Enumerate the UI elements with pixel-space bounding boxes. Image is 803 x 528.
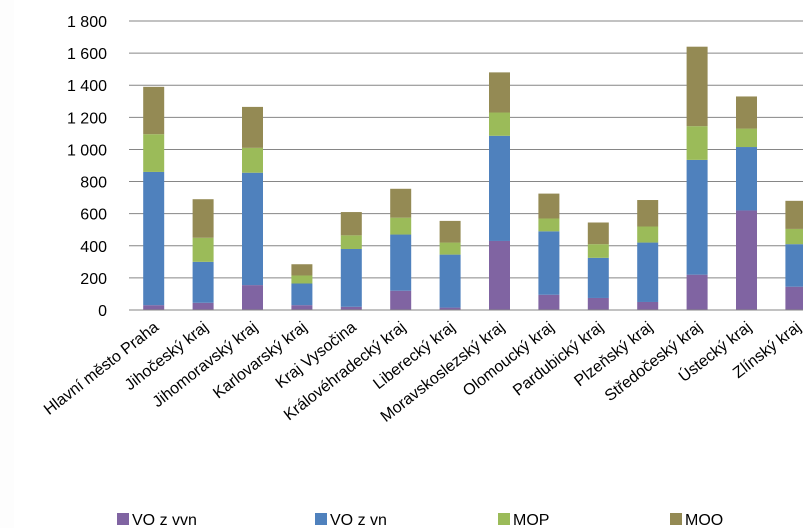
- bar-segment: [242, 172, 263, 286]
- bar-segment: [686, 126, 708, 160]
- legend-item: MOP: [498, 512, 549, 528]
- y-tick-label: 800: [80, 175, 107, 192]
- bar-segment: [340, 212, 362, 236]
- bar-segment: [439, 254, 461, 308]
- bar-segment: [686, 159, 708, 275]
- bar-segment: [291, 283, 313, 306]
- legend-item: MOO: [670, 512, 723, 528]
- y-tick-label: 600: [80, 207, 107, 224]
- y-tick-label: 400: [80, 239, 107, 256]
- legend-swatch: [670, 513, 682, 525]
- bar-segment: [538, 231, 560, 295]
- y-tick-label: 1 000: [67, 142, 107, 159]
- bar-segment: [637, 226, 659, 243]
- legend-label: VO z vvn: [132, 512, 197, 528]
- bar-segment: [736, 147, 757, 211]
- bar-segment: [736, 96, 757, 129]
- legend-swatch: [117, 513, 129, 525]
- bar-segment: [587, 297, 609, 310]
- bar-segment: [587, 222, 609, 245]
- bar-segment: [785, 286, 803, 310]
- bar-segment: [439, 242, 461, 255]
- bar-segment: [489, 72, 510, 113]
- bar-segment: [538, 218, 560, 232]
- bar-segment: [340, 306, 362, 310]
- bar-segment: [439, 220, 461, 243]
- bar-segment: [143, 134, 165, 172]
- legend-swatch: [315, 513, 327, 525]
- bar-segment: [192, 237, 214, 262]
- bar-segment: [736, 128, 757, 148]
- bar-segment: [192, 302, 214, 310]
- y-axis-tick-labels: 0 200 400 600 800 1 000 1 200 1 400 1 600 1 800: [67, 14, 107, 320]
- bar-segment: [637, 200, 659, 227]
- legend-item: VO z vn: [315, 512, 387, 528]
- bar-segment: [637, 242, 659, 302]
- bars: [143, 46, 803, 310]
- bar-segment: [192, 261, 214, 303]
- bar-segment: [192, 199, 214, 238]
- legend: VO z vvn VO z vn MOP MOO: [117, 512, 723, 528]
- bar-segment: [587, 244, 609, 258]
- legend-label: MOP: [513, 512, 549, 528]
- bar-segment: [390, 217, 412, 235]
- bar-segment: [686, 274, 708, 310]
- bar-segment: [291, 305, 313, 310]
- legend-item: VO z vvn: [117, 512, 197, 528]
- bar-segment: [538, 294, 560, 310]
- bar-segment: [390, 188, 412, 218]
- bar-segment: [242, 147, 263, 173]
- bar-segment: [143, 171, 165, 306]
- bar-segment: [736, 210, 757, 310]
- bar-segment: [785, 244, 803, 287]
- bar-segment: [340, 248, 362, 307]
- bar-segment: [587, 257, 609, 298]
- y-tick-label: 0: [98, 303, 107, 320]
- y-tick-label: 1 400: [67, 78, 107, 95]
- x-category-label: Jihočeský kraj: [122, 319, 212, 394]
- bar-segment: [489, 112, 510, 136]
- y-tick-label: 1 600: [67, 46, 107, 63]
- bar-segment: [390, 234, 412, 291]
- bar-segment: [686, 46, 708, 127]
- legend-swatch: [498, 513, 510, 525]
- legend-label: MOO: [685, 512, 723, 528]
- bar-segment: [538, 193, 560, 219]
- bar-segment: [340, 235, 362, 249]
- x-category-label: Pardubický kraj: [510, 319, 607, 400]
- y-tick-label: 1 200: [67, 110, 107, 127]
- bar-segment: [390, 290, 412, 310]
- bar-segment: [439, 307, 461, 310]
- bar-segment: [291, 275, 313, 284]
- bar-segment: [242, 285, 263, 310]
- bar-segment: [489, 135, 510, 241]
- bar-segment: [242, 106, 263, 148]
- legend-label: VO z vn: [330, 512, 387, 528]
- y-tick-label: 1 800: [67, 14, 107, 31]
- bar-segment: [489, 240, 510, 310]
- cropped-left-edge: [0, 0, 14, 528]
- bar-segment: [637, 301, 659, 310]
- bar-segment: [143, 86, 165, 135]
- bar-segment: [291, 264, 313, 276]
- bar-segment: [785, 228, 803, 245]
- y-tick-label: 200: [80, 271, 107, 288]
- bar-segment: [785, 200, 803, 229]
- bar-segment: [143, 305, 165, 310]
